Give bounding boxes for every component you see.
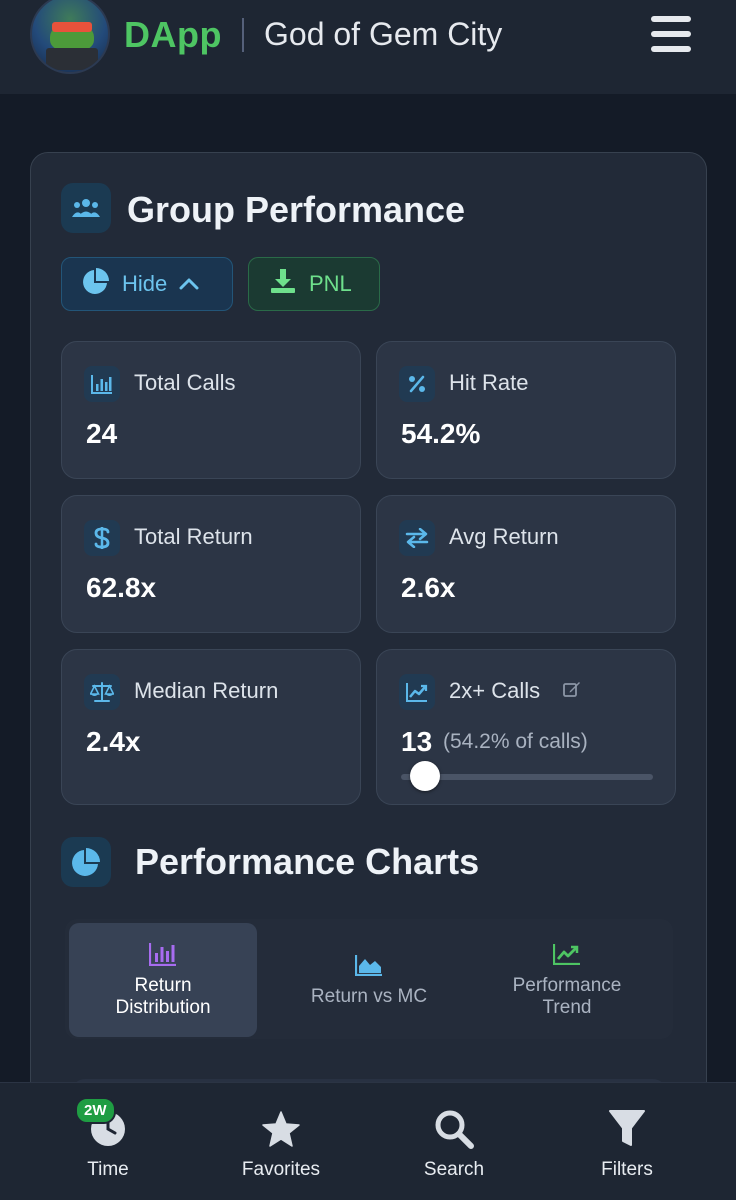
area-chart-icon <box>355 952 383 978</box>
users-icon <box>61 183 111 233</box>
stat-value: 13 <box>401 726 433 757</box>
tab-label-line2: Distribution <box>115 997 211 1018</box>
nav-time[interactable]: 2W Time <box>33 1083 183 1200</box>
stat-label: Avg Return <box>449 524 559 549</box>
nav-search[interactable]: Search <box>379 1083 529 1200</box>
stat-hit-rate: Hit Rate 54.2% <box>376 341 676 479</box>
exchange-arrows-icon <box>399 520 435 556</box>
avatar[interactable] <box>30 0 110 74</box>
performance-charts-title: Performance Charts <box>135 841 480 882</box>
brand-logo-text[interactable]: DApp <box>124 14 222 55</box>
nav-label: Time <box>87 1159 129 1180</box>
stat-value: 62.8x <box>86 572 157 603</box>
purple-bar-chart-icon <box>149 941 177 967</box>
nav-favorites[interactable]: Favorites <box>206 1083 356 1200</box>
group-performance-title: Group Performance <box>127 189 466 230</box>
stat-label: 2x+ Calls <box>449 678 541 703</box>
scale-balance-icon <box>84 674 120 710</box>
stat-value: 24 <box>86 418 118 449</box>
nav-filters[interactable]: Filters <box>552 1083 702 1200</box>
filter-icon <box>608 1109 646 1149</box>
stat-total-calls: Total Calls 24 <box>61 341 361 479</box>
tab-label-line1: Performance <box>512 975 622 996</box>
dollar-icon <box>84 520 120 556</box>
hamburger-menu-icon[interactable] <box>650 14 692 54</box>
tab-label-line1: Return vs MC <box>310 986 428 1007</box>
stat-avg-return: Avg Return 2.6x <box>376 495 676 633</box>
nav-label: Filters <box>601 1159 653 1180</box>
chevron-up-icon <box>179 271 199 297</box>
slider-thumb[interactable] <box>409 761 440 791</box>
stat-value: 54.2% <box>401 418 481 449</box>
tab-label-line1: Return <box>134 975 192 996</box>
stat-label: Hit Rate <box>449 370 529 395</box>
pnl-download-button[interactable]: PNL <box>248 257 380 311</box>
bar-chart-icon <box>84 366 120 402</box>
green-trend-icon <box>553 941 581 967</box>
percent-icon <box>399 366 435 402</box>
chart-tabs: Return Distribution Return vs MC Perform… <box>65 919 673 1039</box>
star-icon <box>262 1109 300 1149</box>
tab-return-vs-mc[interactable]: Return vs MC <box>275 923 463 1037</box>
stat-median-return: Median Return 2.4x <box>61 649 361 805</box>
stat-value: 2.4x <box>86 726 141 757</box>
trend-up-icon <box>399 674 435 710</box>
stat-sub-text: (54.2% of calls) <box>443 730 588 753</box>
tab-performance-trend[interactable]: Performance Trend <box>473 923 661 1037</box>
hide-button-label: Hide <box>122 271 168 296</box>
top-bar: DApp God of Gem City <box>0 0 736 94</box>
edit-icon[interactable] <box>563 680 581 703</box>
tab-return-distribution[interactable]: Return Distribution <box>69 923 257 1037</box>
brand-divider <box>242 18 244 52</box>
search-icon <box>434 1109 474 1149</box>
clock-icon: 2W <box>75 1097 127 1149</box>
page-title: God of Gem City <box>264 16 503 52</box>
stat-value: 2.6x <box>401 572 456 603</box>
stat-label: Median Return <box>134 678 279 703</box>
stat-total-return: Total Return 62.8x <box>61 495 361 633</box>
pnl-button-label: PNL <box>309 271 352 296</box>
stat-2x-calls: 2x+ Calls 13 (54.2% of calls) <box>376 649 676 805</box>
bottom-nav: 2W Time Favorites Search Filters <box>0 1082 736 1200</box>
nav-label: Search <box>423 1159 485 1180</box>
hide-button[interactable]: Hide <box>61 257 233 311</box>
nav-label: Favorites <box>241 1159 321 1180</box>
pie-chart-section-icon <box>61 837 111 887</box>
stat-label: Total Calls <box>134 370 236 395</box>
pie-chart-icon <box>82 267 110 301</box>
time-badge: 2W <box>75 1097 116 1124</box>
slider-track[interactable] <box>401 774 653 780</box>
tab-label-line2: Trend <box>542 997 592 1018</box>
group-performance-card: Group Performance Hide PNL <box>30 152 707 1119</box>
stat-label: Total Return <box>134 524 253 549</box>
download-icon <box>269 267 297 301</box>
